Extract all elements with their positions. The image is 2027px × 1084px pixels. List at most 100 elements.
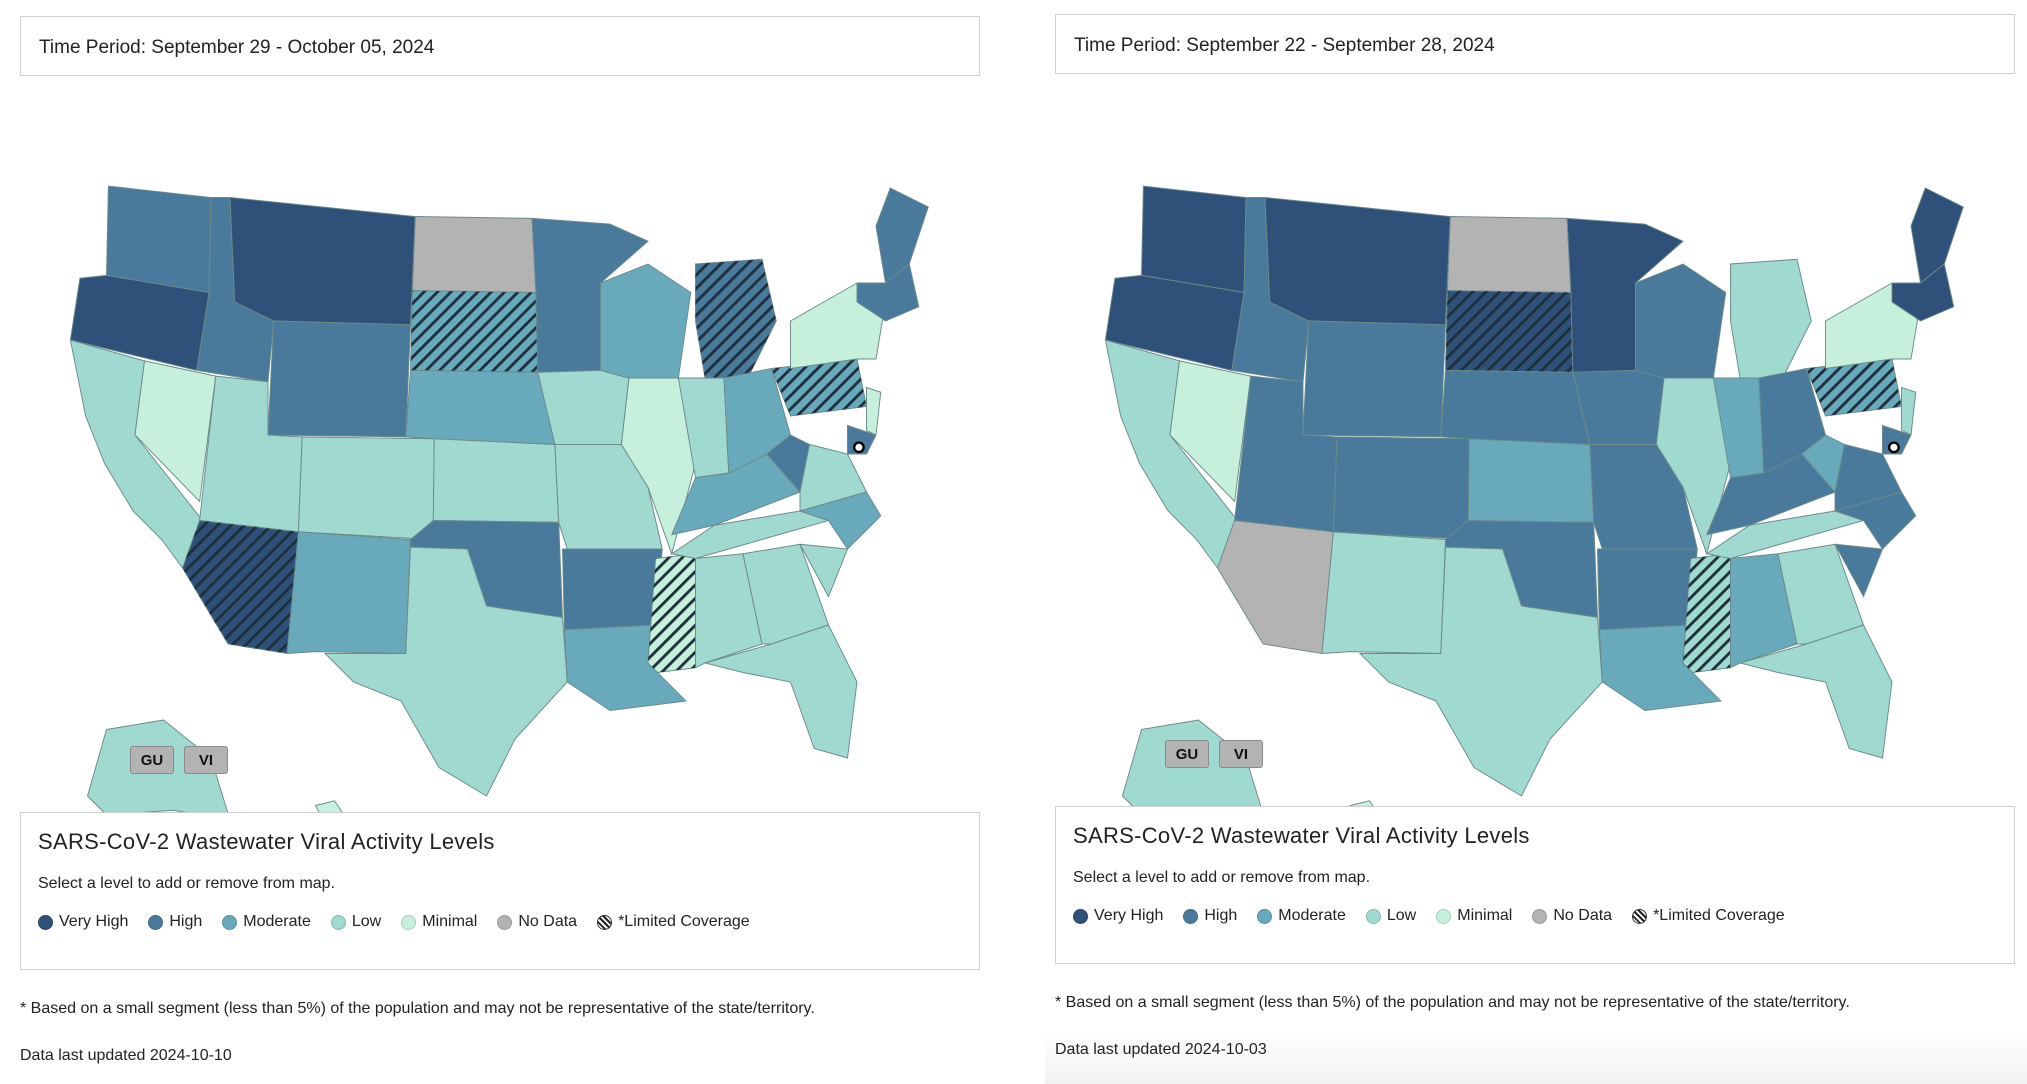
legend-label: *Limited Coverage <box>1653 907 1785 924</box>
state-nd[interactable] <box>411 216 537 293</box>
minimal-swatch-icon <box>401 914 417 930</box>
state-fl[interactable] <box>1738 624 1893 759</box>
legend-label: High <box>1204 907 1238 924</box>
territory-button-vi[interactable]: VI <box>1219 740 1263 768</box>
minimal-swatch-icon <box>1436 908 1452 924</box>
limited-coverage-hatch <box>695 259 777 378</box>
legend-items: Very High High Moderate Low Minimal No D… <box>1073 907 1785 925</box>
legend-label: Very High <box>1094 907 1164 924</box>
low-swatch-icon <box>330 914 346 930</box>
time-period-label: Time Period: September 22 - September 28… <box>1074 35 1495 56</box>
footnote: * Based on a small segment (less than 5%… <box>1055 994 1850 1011</box>
state-wy[interactable] <box>1302 320 1446 438</box>
last-updated: Data last updated 2024-10-10 <box>20 1047 232 1064</box>
legend-box: SARS-CoV-2 Wastewater Viral Activity Lev… <box>20 812 980 970</box>
state-mi[interactable] <box>1730 258 1812 379</box>
state-wa[interactable] <box>106 185 212 294</box>
state-fl[interactable] <box>703 624 858 759</box>
state-ks[interactable] <box>432 438 560 523</box>
legend-subtitle: Select a level to add or remove from map… <box>38 875 336 892</box>
state-al[interactable] <box>1730 553 1798 669</box>
state-nc[interactable] <box>1833 491 1917 550</box>
state-ar[interactable] <box>1597 548 1698 631</box>
state-al[interactable] <box>695 553 763 669</box>
legend-label: Low <box>1386 907 1417 924</box>
state-co[interactable] <box>1332 436 1470 541</box>
territory-button-gu[interactable]: GU <box>1165 740 1209 768</box>
legend-label: Minimal <box>1457 907 1513 924</box>
state-mt[interactable] <box>1264 196 1451 326</box>
dc-marker-icon[interactable] <box>852 441 865 454</box>
territory-button-gu[interactable]: GU <box>130 746 174 774</box>
state-tx[interactable] <box>1358 546 1603 797</box>
state-nv[interactable] <box>134 360 217 503</box>
state-az[interactable] <box>1216 519 1334 655</box>
us-map <box>69 185 929 826</box>
limited-coverage-hatch <box>182 520 299 654</box>
legend-label: Low <box>351 913 382 930</box>
state-ne[interactable] <box>1440 369 1591 446</box>
legend-label: *Limited Coverage <box>618 913 750 930</box>
hatch-swatch-icon <box>597 914 613 930</box>
legend-item-low[interactable]: Low <box>330 913 382 931</box>
time-period-box: Time Period: September 29 - October 05, … <box>20 16 980 76</box>
legend-items: Very High High Moderate Low Minimal No D… <box>38 913 750 931</box>
territory-button-vi[interactable]: VI <box>184 746 228 774</box>
footnote: * Based on a small segment (less than 5%… <box>20 1000 815 1017</box>
limited-coverage-hatch <box>410 290 538 373</box>
state-nj[interactable] <box>1901 386 1917 436</box>
state-ks[interactable] <box>1467 438 1595 523</box>
legend-label: High <box>169 913 203 930</box>
state-sc[interactable] <box>799 543 849 598</box>
state-nv[interactable] <box>1169 360 1252 503</box>
time-period-box: Time Period: September 22 - September 28… <box>1055 14 2015 74</box>
state-mt[interactable] <box>229 196 416 326</box>
legend-item-very-high[interactable]: Very High <box>38 913 128 931</box>
legend-item-moderate[interactable]: Moderate <box>222 913 311 931</box>
state-me[interactable] <box>1910 187 1964 284</box>
state-va[interactable] <box>1834 443 1903 512</box>
state-sc[interactable] <box>1834 543 1884 598</box>
state-nc[interactable] <box>798 491 882 550</box>
limited-coverage-hatch <box>1683 553 1731 673</box>
state-nm[interactable] <box>286 531 411 655</box>
state-wi[interactable] <box>600 263 692 379</box>
last-updated: Data last updated 2024-10-03 <box>1055 1041 1267 1058</box>
no-data-swatch-icon <box>1532 908 1548 924</box>
legend-label: Minimal <box>422 913 478 930</box>
state-ne-states[interactable] <box>856 263 920 322</box>
bottom-fade <box>1045 1030 2027 1084</box>
state-co[interactable] <box>297 436 435 541</box>
legend-item-minimal[interactable]: Minimal <box>1436 907 1512 925</box>
legend-item-minimal[interactable]: Minimal <box>401 913 477 931</box>
state-ne[interactable] <box>405 369 556 446</box>
limited-coverage-hatch <box>1445 290 1573 373</box>
state-va[interactable] <box>799 443 868 512</box>
legend-item-very-high[interactable]: Very High <box>1073 907 1163 925</box>
state-nm[interactable] <box>1321 531 1446 655</box>
state-nj[interactable] <box>866 386 882 436</box>
us-map <box>1104 185 1964 826</box>
dc-marker-icon[interactable] <box>1887 441 1900 454</box>
legend-item-low[interactable]: Low <box>1365 907 1417 925</box>
legend-item-limited-coverage[interactable]: *Limited Coverage <box>1632 907 1785 925</box>
legend-item-no-data[interactable]: No Data <box>497 913 577 931</box>
state-wi[interactable] <box>1635 263 1727 379</box>
state-me[interactable] <box>875 187 929 284</box>
state-ak[interactable] <box>1121 719 1266 821</box>
legend-item-no-data[interactable]: No Data <box>1532 907 1612 925</box>
state-tx[interactable] <box>323 546 568 797</box>
state-ar[interactable] <box>562 548 663 631</box>
moderate-swatch-icon <box>222 914 238 930</box>
territory-buttons: GU VI <box>130 746 228 774</box>
state-wy[interactable] <box>267 320 411 438</box>
legend-item-moderate[interactable]: Moderate <box>1257 907 1346 925</box>
moderate-swatch-icon <box>1257 908 1273 924</box>
state-wa[interactable] <box>1141 185 1247 294</box>
legend-item-high[interactable]: High <box>1183 907 1237 925</box>
legend-label: Very High <box>59 913 129 930</box>
state-ne-states[interactable] <box>1891 263 1955 322</box>
legend-item-high[interactable]: High <box>148 913 202 931</box>
legend-item-limited-coverage[interactable]: *Limited Coverage <box>597 913 750 931</box>
state-nd[interactable] <box>1446 216 1572 293</box>
